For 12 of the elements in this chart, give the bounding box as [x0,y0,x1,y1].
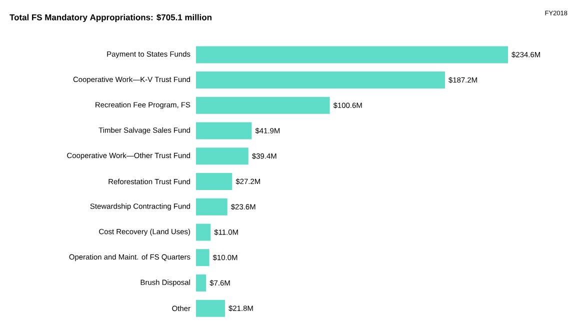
bar [196,198,228,216]
bar [196,72,445,89]
bar [196,96,330,114]
bar [196,274,206,292]
bar [196,173,232,190]
text: Total FS Mandatory Appropriations: $705.1 million [10,14,212,22]
bar [196,46,508,64]
bar [196,224,211,241]
bar [196,249,210,266]
bar [196,122,252,140]
bar [196,300,225,317]
bar [196,148,248,165]
